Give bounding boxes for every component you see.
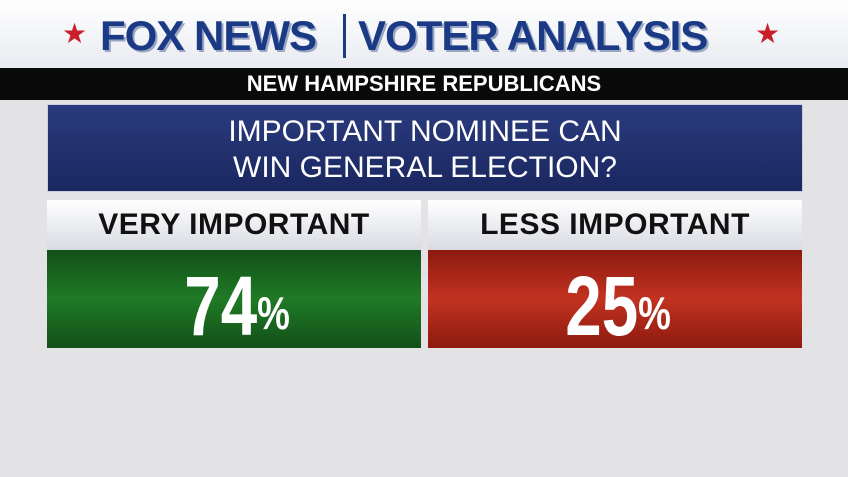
panel-label: LESS IMPORTANT [428,200,802,250]
panel-value: 74% [47,250,421,353]
title: VOTER ANALYSIS [358,12,708,59]
unit: % [257,287,291,339]
result-panel: VERY IMPORTANT 74% [47,200,421,353]
star-icon: ★ [62,18,88,49]
panel-value: 25% [428,250,802,353]
question-line: WIN GENERAL ELECTION? [233,151,617,184]
separator [343,14,346,58]
unit: % [638,287,672,339]
star-icon: ★ [755,18,781,49]
question: IMPORTANT NOMINEE CAN WIN GENERAL ELECTI… [47,104,803,192]
question-line: IMPORTANT NOMINEE CAN [228,115,622,148]
banner: ★ FOX NEWS VOTER ANALYSIS ★ [0,0,848,68]
brand: FOX NEWS [100,12,317,59]
value: 74 [184,259,257,353]
result-panel: LESS IMPORTANT 25% [428,200,802,353]
subtitle: NEW HAMPSHIRE REPUBLICANS [0,68,848,100]
panel-label: VERY IMPORTANT [47,200,421,250]
value: 25 [565,259,638,353]
